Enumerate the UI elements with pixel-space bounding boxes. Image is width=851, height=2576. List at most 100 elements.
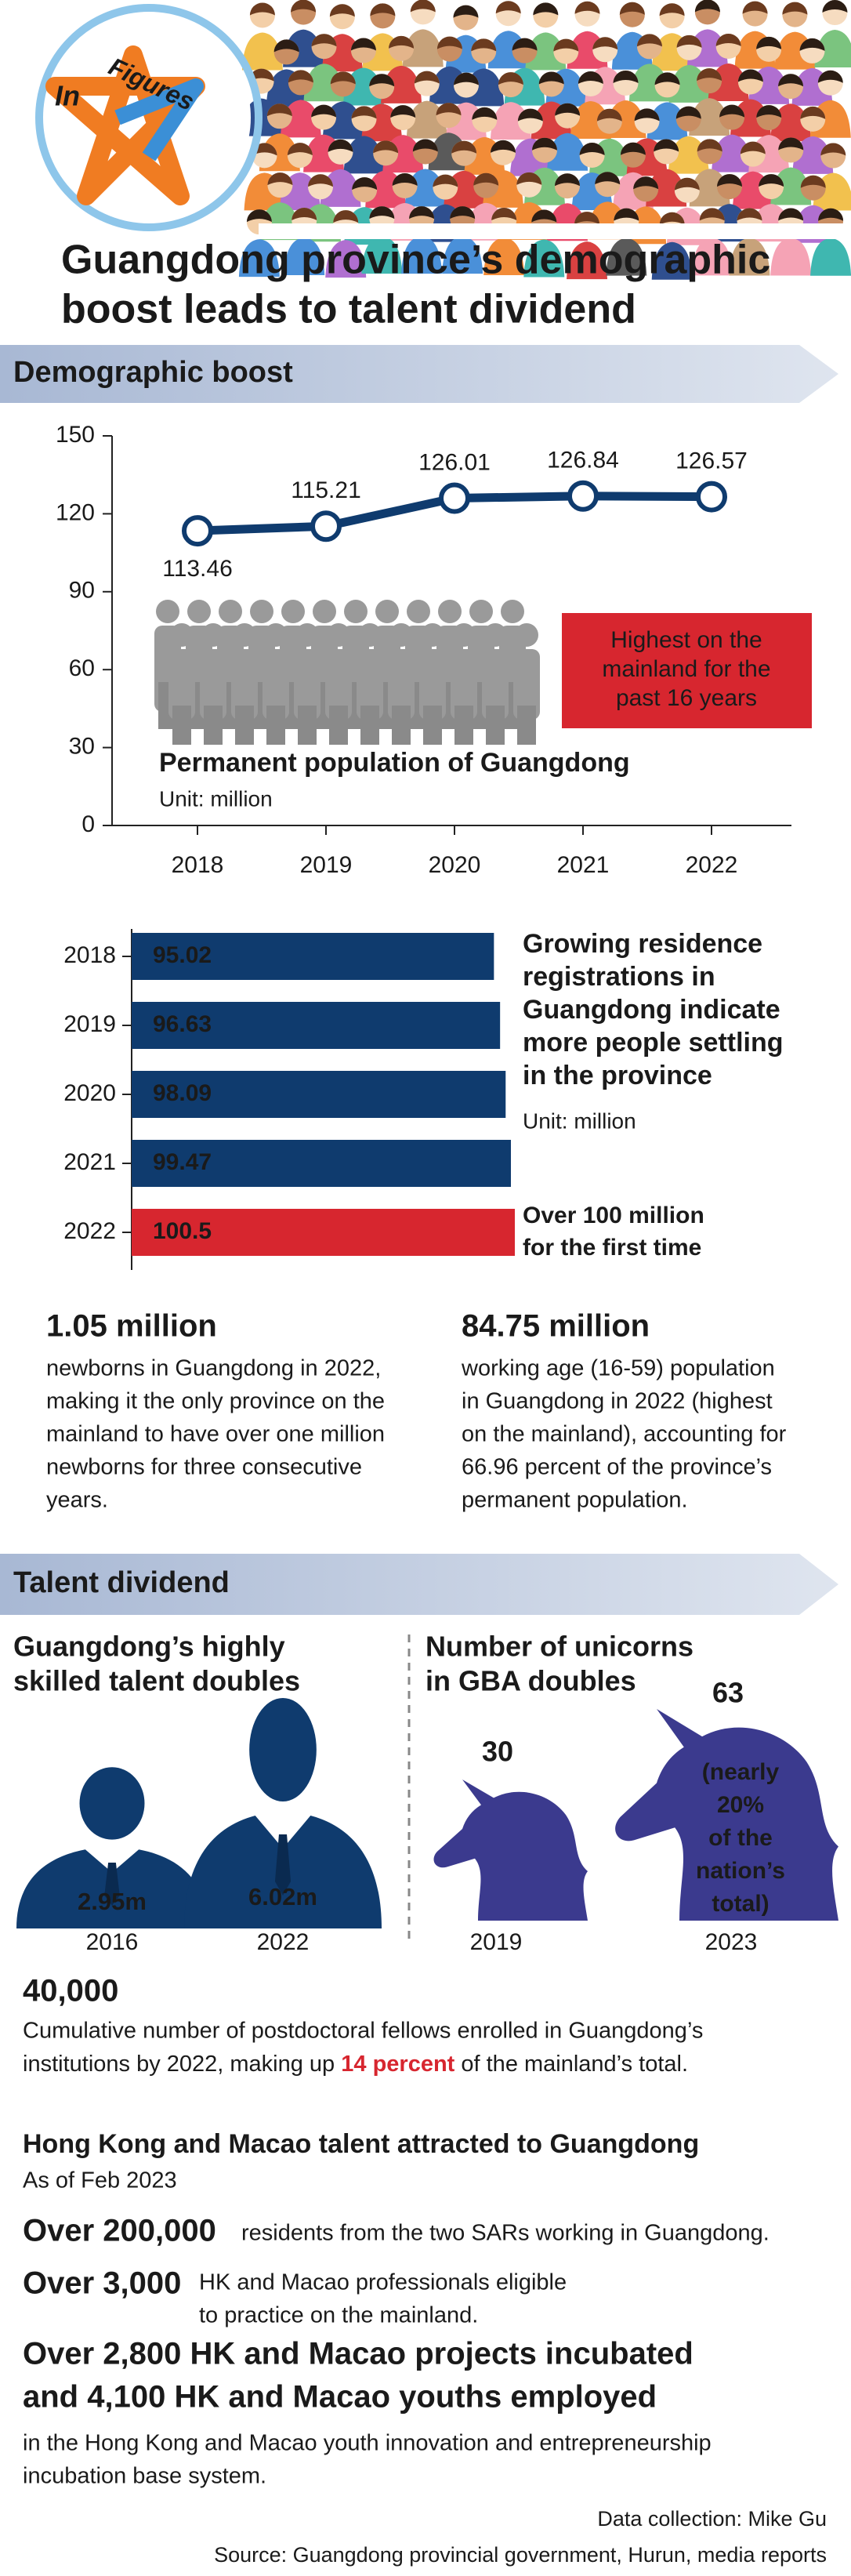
y-tick-label: 150 — [56, 422, 95, 448]
talent-value: 2.95m — [78, 1888, 147, 1915]
crowd-body — [646, 102, 688, 140]
crowd-body — [770, 167, 812, 205]
data-point — [439, 482, 470, 514]
unicorn-shape — [615, 1709, 838, 1921]
crowd-body — [280, 100, 321, 138]
person-body — [325, 649, 352, 720]
annotation-text: Over 100 million — [523, 1203, 704, 1228]
section-subtitle: Guangdong’s highly — [13, 1631, 285, 1663]
person-body — [513, 649, 540, 720]
hk-text: residents from the two SARs working in G… — [241, 2221, 770, 2246]
crowd-body — [770, 238, 812, 276]
crowd-hair — [800, 106, 826, 119]
bar — [132, 1071, 506, 1118]
crowd-hair — [333, 210, 359, 223]
data-point — [696, 481, 727, 513]
person-head — [249, 1698, 317, 1801]
crowd-body — [404, 169, 446, 207]
annotation-text: for the first time — [523, 1235, 701, 1261]
crowd-hair — [517, 108, 543, 122]
y-tick-label: 60 — [69, 655, 95, 681]
crowd-hair — [414, 71, 440, 84]
crowd-hair — [659, 212, 685, 225]
crowd-body — [361, 236, 403, 274]
crowd-body — [689, 98, 730, 136]
crowd-hair — [778, 137, 804, 151]
unicorn-note: 20% — [717, 1792, 764, 1818]
y-tick-label: 90 — [69, 578, 95, 604]
crowd-hair — [292, 207, 317, 220]
crowd-hair — [491, 140, 516, 153]
crowd-hair — [453, 72, 479, 85]
bar — [132, 1140, 511, 1187]
crowd-body — [606, 238, 647, 276]
crowd-hair — [822, 0, 848, 13]
unicorn-icon — [433, 1780, 588, 1921]
annotation-box — [562, 613, 812, 728]
crowd-hair — [676, 34, 702, 48]
person-head — [469, 600, 493, 623]
person-legs — [392, 706, 411, 745]
crowd-body — [238, 239, 280, 278]
crowd-body — [547, 132, 588, 171]
crowd-body — [567, 241, 608, 280]
crowd-body — [525, 32, 567, 71]
crowd-hair — [436, 103, 462, 116]
crowd-hair — [800, 175, 826, 188]
crowd-hair — [433, 174, 458, 187]
crowd-hair — [351, 106, 377, 119]
person-head — [327, 623, 350, 647]
stat-text: working age (16-59) population — [461, 1356, 775, 1381]
chart-title: registrations in — [523, 962, 715, 992]
postdoc-text: institutions by 2022, making up 14 perce… — [23, 2052, 688, 2077]
crowd-hair — [737, 69, 763, 82]
person-head — [421, 623, 444, 647]
crowd-hair — [472, 107, 498, 120]
crowd-hair — [742, 1, 768, 14]
crowd-hair — [311, 34, 337, 47]
data-label: 95.02 — [153, 942, 212, 968]
person-head — [156, 600, 179, 623]
section-banner — [0, 1554, 838, 1615]
section-banner — [0, 345, 838, 403]
person-head — [295, 623, 319, 647]
section-subtitle: in GBA doubles — [426, 1665, 636, 1697]
crowd-hair — [633, 176, 659, 190]
unicorn-note: nation’s — [696, 1858, 785, 1884]
crowd-body — [483, 238, 525, 276]
data-label: 126.84 — [547, 448, 619, 473]
stat-text: in Guangdong in 2022 (highest — [462, 1389, 773, 1414]
crowd-hair — [555, 103, 581, 116]
crowd-hair — [574, 212, 600, 225]
crowd-hair — [473, 172, 499, 186]
postdoc-text-part: institutions by 2022, making up — [23, 2052, 341, 2077]
annotation-text: past 16 years — [616, 685, 757, 711]
person-body — [200, 649, 226, 720]
person-legs — [486, 706, 505, 745]
x-tick-label: 2021 — [557, 852, 610, 878]
page-title: Guangdong province’s demographic — [61, 238, 770, 283]
unicorn-note: (nearly — [702, 1759, 780, 1785]
unicorn-value: 30 — [482, 1736, 513, 1768]
crowd-hair — [453, 5, 479, 18]
crowd-hair — [538, 71, 564, 85]
person-shirt — [89, 1849, 136, 1873]
crowd-body — [442, 236, 483, 274]
crowd-hair — [699, 208, 725, 221]
hk-text: in the Hong Kong and Macao youth innovat… — [23, 2431, 712, 2456]
crowd-hair — [249, 2, 275, 16]
crowd-hair — [311, 104, 337, 118]
person-head — [187, 600, 211, 623]
section-title: Talent dividend — [13, 1566, 230, 1599]
crowd-body — [402, 29, 444, 67]
person-tie — [274, 1834, 292, 1896]
talent-year: 2022 — [257, 1929, 310, 1955]
crowd-hair — [756, 36, 782, 49]
y-tick-label: 2021 — [63, 1149, 116, 1175]
crowd-hair — [614, 208, 639, 221]
hk-text: HK and Macao professionals eligible — [199, 2270, 567, 2295]
data-point — [310, 510, 342, 542]
data-label: 115.21 — [291, 477, 361, 503]
data-label: 113.46 — [162, 556, 233, 582]
crowd-body — [284, 237, 325, 275]
